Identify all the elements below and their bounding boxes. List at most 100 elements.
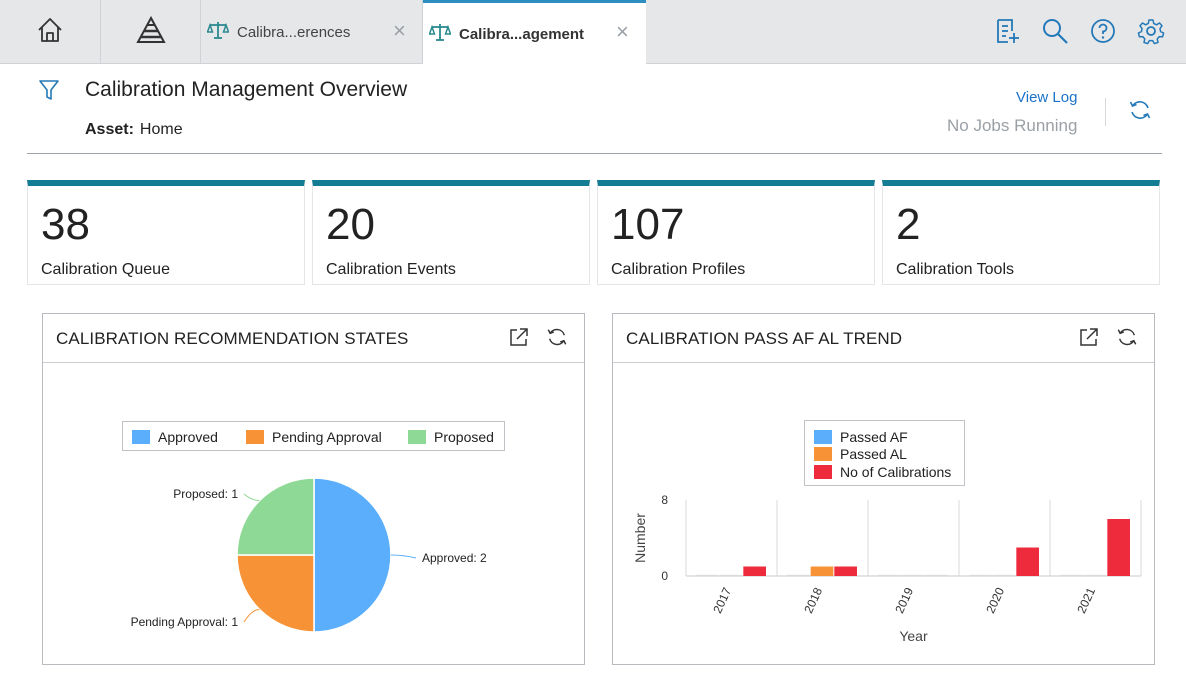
panel-header: CALIBRATION RECOMMENDATION STATES <box>43 314 584 363</box>
kpi-calibration-queue[interactable]: 38 Calibration Queue <box>27 180 305 285</box>
panel-actions <box>1078 326 1138 353</box>
bar[interactable] <box>719 574 743 576</box>
kpi-value: 38 <box>41 200 90 249</box>
tab-calibration-management[interactable]: Calibra...agement × <box>423 0 646 65</box>
data-label: Pending Approval: 1 <box>131 615 239 629</box>
legend-item[interactable]: Proposed <box>408 429 494 445</box>
close-icon[interactable]: × <box>616 19 629 44</box>
bar[interactable] <box>1107 519 1130 576</box>
legend-item[interactable]: Passed AF <box>814 429 908 445</box>
pie-chart: Approved: 2 Pending Approval: 1 Proposed: … <box>131 477 487 633</box>
bar[interactable] <box>878 574 901 576</box>
bar[interactable] <box>1083 574 1107 576</box>
home-tab[interactable] <box>0 0 101 64</box>
asset-label: Asset: <box>85 121 134 138</box>
x-axis-label: Year <box>899 628 928 644</box>
legend-swatch <box>132 430 150 444</box>
bar[interactable] <box>696 574 719 576</box>
bar[interactable] <box>787 574 810 576</box>
legend-swatch <box>246 430 264 444</box>
legend-label: Approved <box>158 429 218 445</box>
kpi-value: 20 <box>326 200 375 249</box>
legend-item[interactable]: Approved <box>132 429 218 445</box>
kpi-label: Calibration Queue <box>41 261 170 278</box>
open-external-icon[interactable] <box>508 326 530 353</box>
page-title: Calibration Management Overview <box>85 78 408 101</box>
refresh-icon[interactable] <box>546 326 568 353</box>
tab-label: Calibra...erences <box>237 23 351 41</box>
pyramid-icon <box>135 15 166 49</box>
y-axis-label: Number <box>632 513 648 563</box>
bar-chart: 0 8 Number 2017 2018 2019 2020 2021 Year <box>632 493 1142 644</box>
refresh-icon[interactable] <box>1116 326 1138 353</box>
panel-actions <box>508 326 568 353</box>
pie-slice[interactable] <box>313 477 392 633</box>
x-tick-label: 2021 <box>1074 585 1098 615</box>
legend-label: Pending Approval <box>272 429 382 445</box>
recommendation-states-panel: CALIBRATION RECOMMENDATION STATES Approv… <box>42 313 585 665</box>
legend-label: Passed AL <box>840 446 907 462</box>
filter-icon[interactable] <box>38 79 60 106</box>
scale-icon <box>206 20 230 44</box>
open-external-icon[interactable] <box>1078 326 1100 353</box>
legend-swatch <box>814 447 832 461</box>
home-icon <box>36 16 64 49</box>
refresh-icon[interactable] <box>1128 98 1152 127</box>
x-tick-label: 2019 <box>892 585 916 615</box>
legend-swatch <box>814 430 832 444</box>
x-tick-label: 2020 <box>983 585 1007 615</box>
bar[interactable] <box>1060 574 1083 576</box>
header-divider <box>27 153 1162 154</box>
bar[interactable] <box>743 566 766 577</box>
bar[interactable] <box>925 574 948 576</box>
bar[interactable] <box>969 574 992 576</box>
legend-item[interactable]: Pending Approval <box>246 429 382 445</box>
add-query-icon[interactable] <box>992 16 1022 46</box>
panel-title: CALIBRATION PASS AF AL TREND <box>626 329 903 348</box>
legend-label: Proposed <box>434 429 494 445</box>
bar-legend: Passed AF Passed AL No of Calibrations <box>804 420 965 486</box>
x-tick-label: 2017 <box>710 585 734 615</box>
legend-swatch <box>814 465 832 479</box>
divider <box>1105 98 1106 126</box>
legend-label: No of Calibrations <box>840 464 952 480</box>
x-tick-label: 2018 <box>801 585 825 615</box>
pie-slice[interactable] <box>236 477 315 556</box>
top-tab-bar: Calibra...erences × Calibra...agement × <box>0 0 1186 65</box>
kpi-calibration-profiles[interactable]: 107 Calibration Profiles <box>597 180 875 285</box>
panel-header: CALIBRATION PASS AF AL TREND <box>613 314 1154 363</box>
leader-line <box>243 493 260 502</box>
legend-label: Passed AF <box>840 429 908 445</box>
bar[interactable] <box>1016 547 1039 577</box>
jobs-status: No Jobs Running <box>947 116 1078 135</box>
kpi-value: 107 <box>611 200 685 249</box>
kpi-label: Calibration Profiles <box>611 261 746 278</box>
asset-context: Asset: Home <box>85 121 183 139</box>
legend-item[interactable]: Passed AL <box>814 446 907 462</box>
leader-line <box>390 554 417 559</box>
kpi-calibration-events[interactable]: 20 Calibration Events <box>312 180 590 285</box>
scale-icon <box>428 22 452 46</box>
kpi-calibration-tools[interactable]: 2 Calibration Tools <box>882 180 1160 285</box>
tab-calibration-preferences[interactable]: Calibra...erences × <box>201 0 423 64</box>
data-label: Proposed: 1 <box>173 487 238 501</box>
view-log-link[interactable]: View Log <box>1016 89 1078 106</box>
bar[interactable] <box>810 566 834 577</box>
y-tick-label: 8 <box>661 493 668 507</box>
asset-value: Home <box>139 121 183 138</box>
bar[interactable] <box>901 574 925 576</box>
kpi-value: 2 <box>896 200 921 249</box>
search-icon[interactable] <box>1040 16 1070 46</box>
legend-swatch <box>408 430 426 444</box>
gear-icon[interactable] <box>1136 16 1166 46</box>
close-icon[interactable]: × <box>393 18 406 43</box>
data-label: Approved: 2 <box>422 551 487 565</box>
kpi-label: Calibration Tools <box>896 261 1014 278</box>
tab-label: Calibra...agement <box>459 25 585 43</box>
legend-item[interactable]: No of Calibrations <box>814 464 951 480</box>
pie-slice[interactable] <box>236 554 315 633</box>
bar[interactable] <box>834 566 857 577</box>
strategy-tab[interactable] <box>101 0 201 64</box>
help-icon[interactable] <box>1088 16 1118 46</box>
bar[interactable] <box>992 574 1016 576</box>
